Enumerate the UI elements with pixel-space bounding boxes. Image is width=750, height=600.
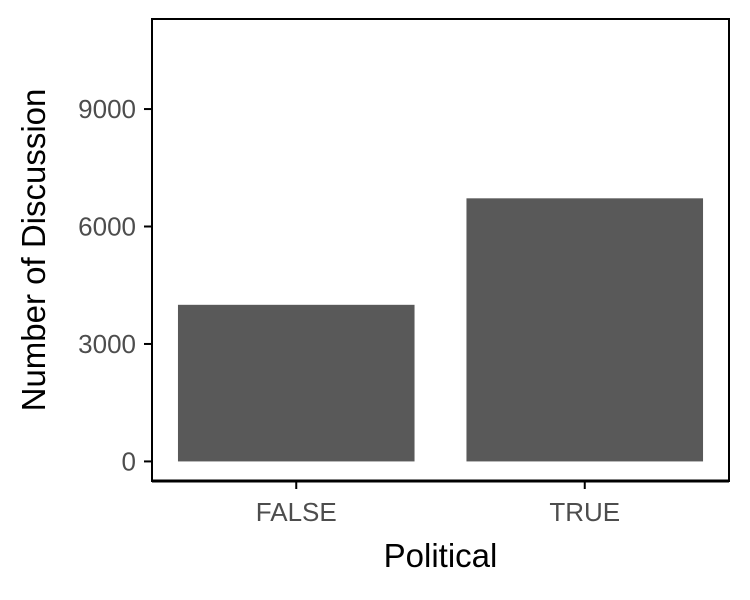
bars-group (177, 198, 704, 462)
bar-true (466, 198, 704, 462)
x-axis-title: Political (384, 537, 498, 574)
y-axis: 0 3000 6000 9000 (78, 94, 152, 476)
y-axis-title: Number of Discussion (15, 89, 52, 412)
x-tick-label: FALSE (256, 497, 337, 527)
x-axis: FALSE TRUE (256, 481, 620, 527)
y-tick-label: 9000 (78, 94, 136, 124)
y-tick-label: 0 (122, 446, 136, 476)
x-tick-label: TRUE (549, 497, 620, 527)
bar-false (177, 304, 415, 462)
y-tick-label: 6000 (78, 212, 136, 242)
y-tick-label: 3000 (78, 329, 136, 359)
